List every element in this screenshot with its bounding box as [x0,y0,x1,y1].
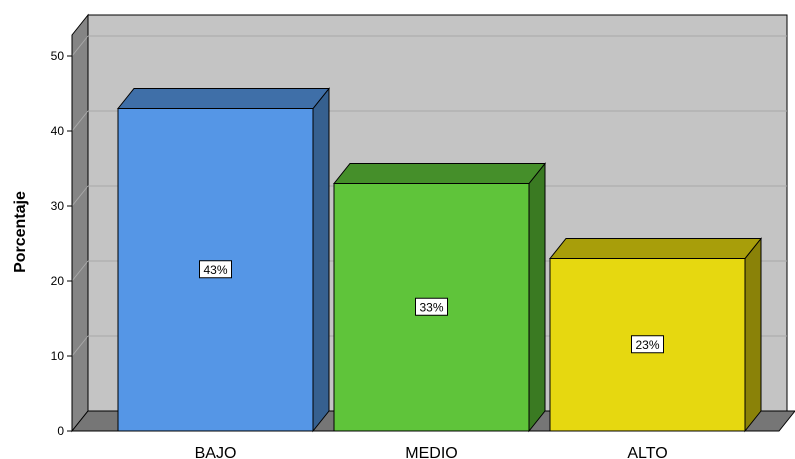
data-label-box [415,297,448,316]
gridline-side [71,35,89,57]
data-label: 33% [415,297,448,316]
y-axis-title: Porcentaje [12,191,29,273]
bars: 43% 33% 23% [116,87,763,433]
y-tick-label: 0 [57,424,64,438]
bar-side [312,87,330,433]
gridline-side [71,185,89,207]
x-axis: BAJO MEDIO ALTO [195,445,668,459]
bar-side [744,237,762,433]
gridline-side [71,335,89,357]
y-tick-label: 10 [51,349,65,363]
x-tick-label: MEDIO [405,445,457,459]
data-label-text: 43% [203,263,227,277]
bar-bajo: 43% [116,87,331,433]
x-tick-label: ALTO [627,445,667,459]
gridline-side [71,260,89,282]
bar-top [548,238,763,259]
x-tick-label: BAJO [195,445,237,459]
data-label-box [199,260,232,279]
y-tick-label: 50 [51,49,65,63]
data-label-box [631,335,664,354]
data-label-text: 23% [635,338,659,352]
bar-side [528,162,546,433]
gridline-side [71,110,89,132]
bar-top [116,88,331,109]
y-tick-label: 30 [51,199,65,213]
bar-top [332,163,547,184]
data-label: 23% [631,335,664,354]
data-label: 43% [199,260,232,279]
y-tick-label: 20 [51,274,65,288]
y-tick-label: 40 [51,124,65,138]
bar-alto: 23% [548,237,763,433]
chart-side-wall [71,13,89,433]
data-label-text: 33% [419,300,443,314]
y-axis: 0 10 20 30 40 50 [51,35,73,438]
bar-medio: 33% [332,162,547,433]
